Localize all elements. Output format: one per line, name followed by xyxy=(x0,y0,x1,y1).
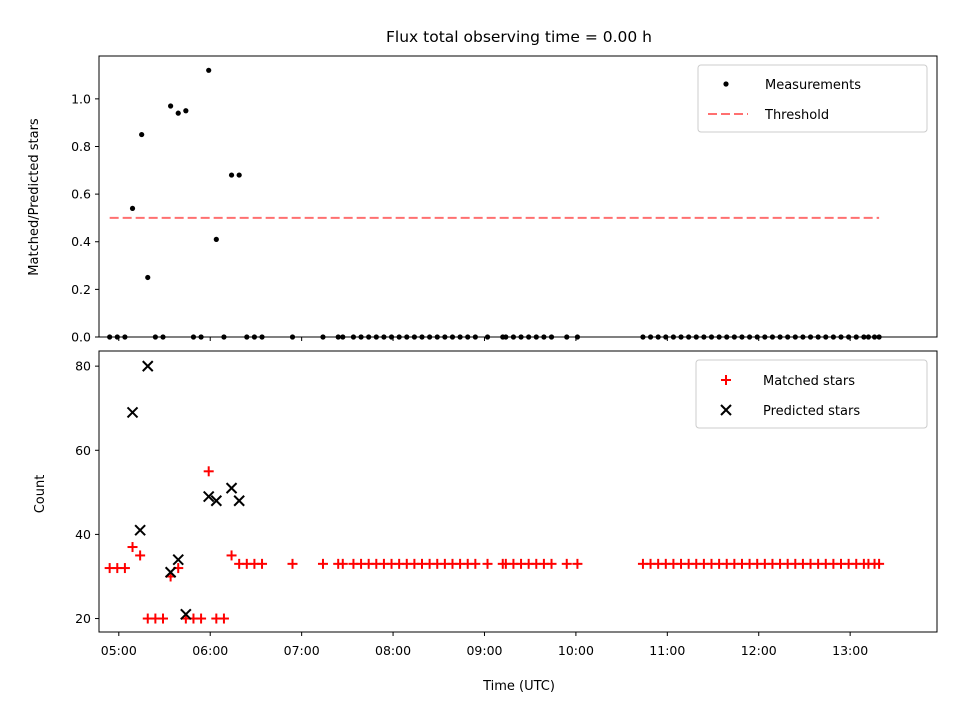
matched-star-point xyxy=(561,558,572,569)
matched-star-point xyxy=(874,558,885,569)
matched-star-point xyxy=(572,558,583,569)
top-y-tick-label: 0.2 xyxy=(71,282,91,297)
cross-b xyxy=(172,553,184,566)
top-y-tick-label: 1.0 xyxy=(71,91,91,106)
matched-star-point xyxy=(257,558,268,569)
matched-star-point xyxy=(127,542,138,553)
bottom-y-axis-label: Count xyxy=(33,475,48,514)
matched-star-point xyxy=(482,558,493,569)
predicted-star-point xyxy=(233,495,245,507)
bottom-y-tick-label: 80 xyxy=(75,359,91,374)
measurement-point xyxy=(139,131,145,138)
x-tick-label: 12:00 xyxy=(741,643,777,658)
cross-b xyxy=(164,566,177,578)
matched-star-point xyxy=(203,466,214,477)
predicted-star-point xyxy=(172,553,184,566)
measurement-legend-label: Measurements xyxy=(765,78,861,93)
x-tick-label: 13:00 xyxy=(832,643,868,658)
predicted-star-point xyxy=(210,495,223,507)
predicted-star-point xyxy=(225,482,238,494)
measurement-point xyxy=(236,172,242,178)
cross-b xyxy=(180,608,192,621)
matched-star-point xyxy=(337,558,348,569)
bottom-plot-data xyxy=(104,360,885,624)
cross-b xyxy=(202,490,215,503)
measurement-point xyxy=(206,67,212,73)
measurement-point xyxy=(145,274,151,281)
matched-legend-label: Matched stars xyxy=(763,374,855,389)
cross-b xyxy=(126,406,139,419)
bottom-axes-frame xyxy=(98,350,938,633)
matched-star-point xyxy=(317,558,328,569)
x-axis-label: Time (UTC) xyxy=(482,679,555,694)
top-y-tick-label: 0.8 xyxy=(71,139,91,154)
predicted-star-point xyxy=(164,566,177,578)
measurement-point xyxy=(168,103,174,109)
matched-legend-marker xyxy=(721,375,731,385)
bottom-y-tick-label: 60 xyxy=(75,443,91,458)
top-y-tick-label: 0.6 xyxy=(71,187,91,202)
top-legend-box xyxy=(697,64,928,133)
top-axes-frame xyxy=(98,55,938,338)
predicted-star-point xyxy=(126,406,139,419)
cross-b xyxy=(225,482,238,494)
chart-title: Flux total observing time = 0.00 h xyxy=(386,28,652,46)
measurement-point xyxy=(228,172,235,178)
matched-star-point xyxy=(119,563,130,574)
matched-star-point xyxy=(157,613,168,624)
predicted-legend-label: Predicted stars xyxy=(763,404,860,419)
x-tick-label: 07:00 xyxy=(284,643,320,658)
top-axes: 0.0 0.2 0.4 0.6 0.8 1.0 Measurements Threshold xyxy=(71,55,938,345)
matched-star-point xyxy=(287,558,298,569)
predicted-star-point xyxy=(142,360,154,372)
cross-b xyxy=(233,495,245,507)
predicted-star-point xyxy=(180,608,192,621)
cross-b xyxy=(720,404,732,416)
top-y-axis-label: Matched/Predicted stars xyxy=(27,118,42,276)
x-tick-label: 06:00 xyxy=(192,643,228,658)
measurement-point xyxy=(175,110,181,116)
matched-star-point xyxy=(196,613,207,624)
threshold-legend-label: Threshold xyxy=(764,108,829,123)
measurement-point xyxy=(213,236,219,242)
x-tick-label: 08:00 xyxy=(375,643,411,658)
predicted-legend-marker xyxy=(720,404,732,416)
top-y-tick-label: 0.4 xyxy=(71,234,91,249)
cross-b xyxy=(134,524,146,536)
x-tick-label: 11:00 xyxy=(649,643,685,658)
measurement-point xyxy=(129,205,136,212)
predicted-star-point xyxy=(202,490,215,503)
matched-star-point xyxy=(226,550,237,561)
bottom-y-tick-label: 40 xyxy=(75,527,91,542)
matched-star-point xyxy=(218,613,229,624)
cross-b xyxy=(210,495,223,507)
x-tick-label: 05:00 xyxy=(101,643,137,658)
bottom-axes: 20 40 60 80 05:00 06:00 07:00 08:00 09:00 10:00 11… xyxy=(75,350,938,658)
measurement-legend-marker xyxy=(723,81,729,87)
matched-star-point xyxy=(470,558,481,569)
bottom-y-tick-label: 20 xyxy=(75,611,91,626)
bottom-legend: Matched stars Predicted stars xyxy=(695,359,928,429)
x-tick-label: 10:00 xyxy=(558,643,594,658)
matched-star-point xyxy=(546,558,557,569)
matched-star-point xyxy=(135,550,146,561)
top-y-tick-label: 0.0 xyxy=(71,330,91,345)
x-tick-label: 09:00 xyxy=(466,643,502,658)
predicted-star-point xyxy=(134,524,146,536)
top-legend: Measurements Threshold xyxy=(697,64,928,133)
bottom-legend-box xyxy=(695,359,928,429)
measurement-point xyxy=(183,108,189,114)
cross-b xyxy=(142,360,154,372)
